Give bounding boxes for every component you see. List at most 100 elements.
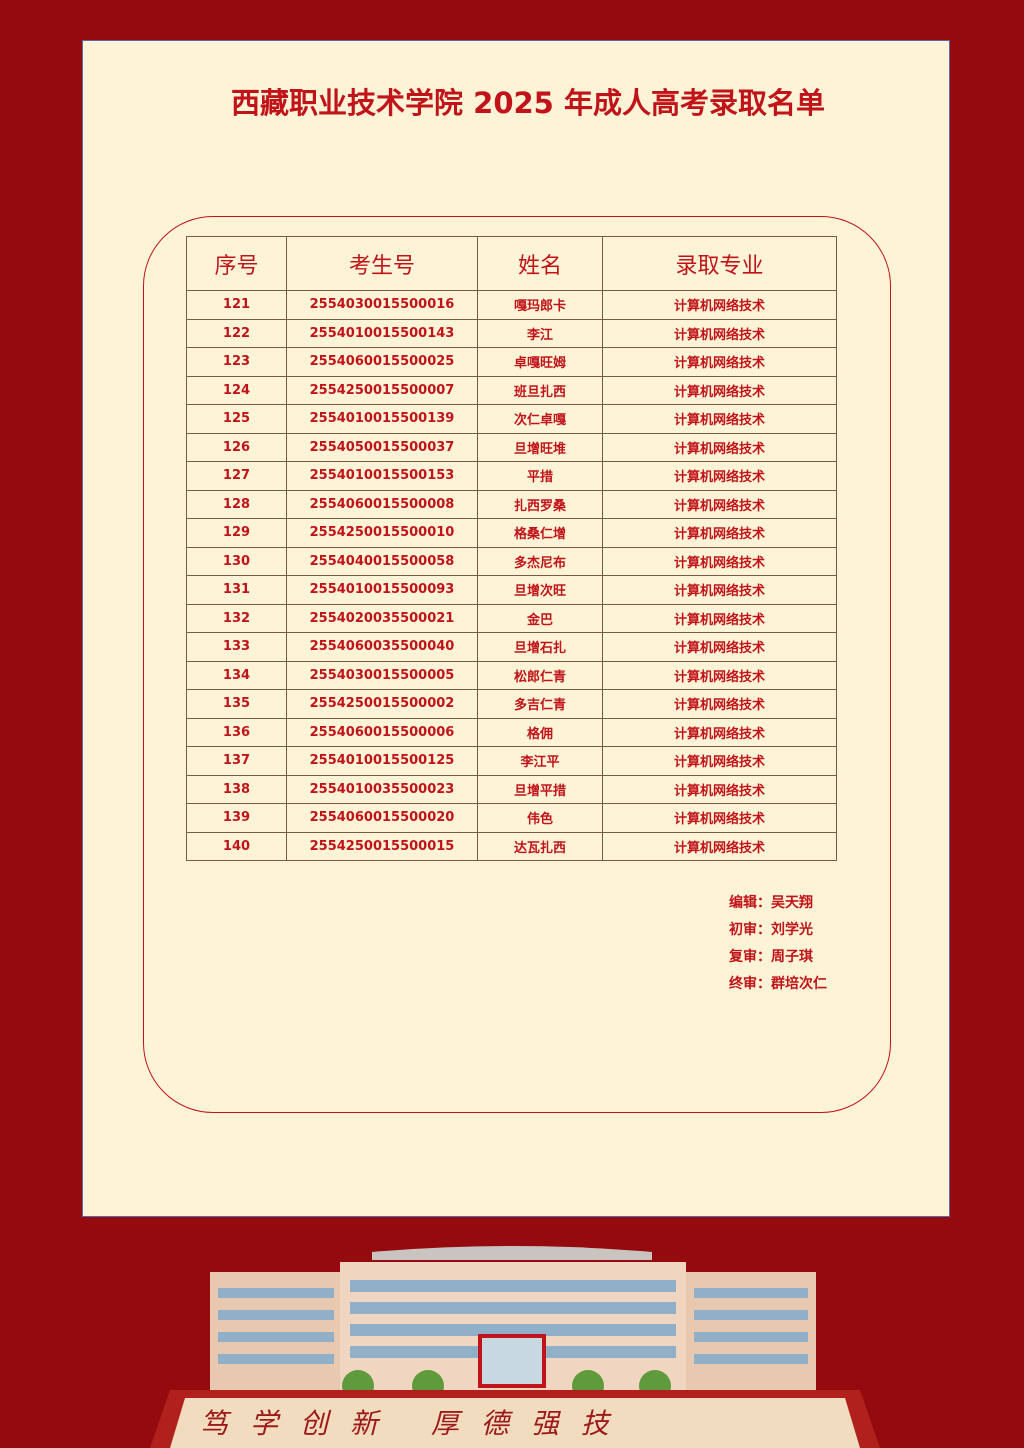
cell-exam-no: 2554010015500125	[286, 746, 478, 776]
table-row: 127 2554010015500153 平措 计算机网络技术	[186, 461, 837, 491]
cell-seq: 128	[186, 489, 287, 519]
cell-major: 计算机网络技术	[602, 717, 837, 747]
cell-name: 多吉仁青	[477, 689, 603, 719]
cell-seq: 136	[186, 717, 287, 747]
cell-name: 旦增石扎	[477, 632, 603, 662]
cell-exam-no: 2554250015500002	[286, 689, 478, 719]
cell-major: 计算机网络技术	[602, 831, 837, 861]
cell-name: 平措	[477, 461, 603, 491]
cell-name: 班旦扎西	[477, 375, 603, 405]
cell-major: 计算机网络技术	[602, 318, 837, 348]
cell-major: 计算机网络技术	[602, 575, 837, 605]
cell-name: 嘎玛郎卡	[477, 290, 603, 320]
header-exam-no: 考生号	[286, 236, 478, 291]
cell-name: 格桑仁增	[477, 518, 603, 548]
cell-name: 松郎仁青	[477, 660, 603, 690]
table-row: 132 2554020035500021 金巴 计算机网络技术	[186, 603, 837, 633]
cell-exam-no: 2554040015500058	[286, 546, 478, 576]
table-row: 137 2554010015500125 李江平 计算机网络技术	[186, 746, 837, 776]
cell-seq: 126	[186, 432, 287, 462]
cell-seq: 134	[186, 660, 287, 690]
cell-seq: 124	[186, 375, 287, 405]
slogan-banner: 笃学创新 厚德强技	[200, 1407, 631, 1440]
signature-final-review: 终审：群培次仁	[729, 976, 827, 992]
cell-name: 伟色	[477, 803, 603, 833]
table-row: 131 2554010015500093 旦增次旺 计算机网络技术	[186, 575, 837, 605]
cell-major: 计算机网络技术	[602, 774, 837, 804]
header-name: 姓名	[477, 236, 603, 291]
cell-major: 计算机网络技术	[602, 518, 837, 548]
cell-name: 扎西罗桑	[477, 489, 603, 519]
cell-seq: 137	[186, 746, 287, 776]
cell-major: 计算机网络技术	[602, 489, 837, 519]
cell-name: 达瓦扎西	[477, 831, 603, 861]
cell-major: 计算机网络技术	[602, 404, 837, 434]
table-header-row: 序号 考生号 姓名 录取专业	[186, 236, 837, 291]
table-row: 130 2554040015500058 多杰尼布 计算机网络技术	[186, 546, 837, 576]
cell-exam-no: 2554010015500093	[286, 575, 478, 605]
cell-major: 计算机网络技术	[602, 603, 837, 633]
table-row: 133 2554060035500040 旦增石扎 计算机网络技术	[186, 632, 837, 662]
cell-seq: 122	[186, 318, 287, 348]
rounded-frame	[143, 216, 891, 1113]
cell-major: 计算机网络技术	[602, 689, 837, 719]
cell-name: 旦增次旺	[477, 575, 603, 605]
cell-name: 金巴	[477, 603, 603, 633]
cell-name: 旦增平措	[477, 774, 603, 804]
cell-seq: 135	[186, 689, 287, 719]
cell-exam-no: 2554250015500015	[286, 831, 478, 861]
cell-major: 计算机网络技术	[602, 347, 837, 377]
cell-name: 次仁卓嘎	[477, 404, 603, 434]
table-row: 122 2554010015500143 李江 计算机网络技术	[186, 318, 837, 348]
cell-exam-no: 2554250015500007	[286, 375, 478, 405]
table-row: 124 2554250015500007 班旦扎西 计算机网络技术	[186, 375, 837, 405]
cell-major: 计算机网络技术	[602, 546, 837, 576]
table-row: 128 2554060015500008 扎西罗桑 计算机网络技术	[186, 489, 837, 519]
cell-exam-no: 2554250015500010	[286, 518, 478, 548]
table-row: 136 2554060015500006 格佣 计算机网络技术	[186, 717, 837, 747]
cell-exam-no: 2554020035500021	[286, 603, 478, 633]
cell-exam-no: 2554050015500037	[286, 432, 478, 462]
cell-major: 计算机网络技术	[602, 461, 837, 491]
cell-exam-no: 2554060015500006	[286, 717, 478, 747]
cell-major: 计算机网络技术	[602, 432, 837, 462]
cell-major: 计算机网络技术	[602, 746, 837, 776]
signature-second-review: 复审：周子琪	[729, 949, 813, 965]
cell-exam-no: 2554010015500143	[286, 318, 478, 348]
table-row: 126 2554050015500037 旦增旺堆 计算机网络技术	[186, 432, 837, 462]
header-major: 录取专业	[602, 236, 837, 291]
cell-seq: 138	[186, 774, 287, 804]
cell-major: 计算机网络技术	[602, 290, 837, 320]
signatures: 编辑：吴天翔 初审：刘学光 复审：周子琪 终审：群培次仁	[729, 890, 827, 998]
cell-seq: 125	[186, 404, 287, 434]
cell-seq: 129	[186, 518, 287, 548]
table-row: 125 2554010015500139 次仁卓嘎 计算机网络技术	[186, 404, 837, 434]
cell-seq: 131	[186, 575, 287, 605]
cell-seq: 140	[186, 831, 287, 861]
cell-seq: 139	[186, 803, 287, 833]
cell-exam-no: 2554010035500023	[286, 774, 478, 804]
table-row: 139 2554060015500020 伟色 计算机网络技术	[186, 803, 837, 833]
cell-exam-no: 2554030015500005	[286, 660, 478, 690]
cell-seq: 130	[186, 546, 287, 576]
cell-exam-no: 2554010015500139	[286, 404, 478, 434]
cell-exam-no: 2554060035500040	[286, 632, 478, 662]
cell-name: 格佣	[477, 717, 603, 747]
cell-seq: 123	[186, 347, 287, 377]
cell-major: 计算机网络技术	[602, 660, 837, 690]
cell-name: 卓嘎旺姆	[477, 347, 603, 377]
table-row: 134 2554030015500005 松郎仁青 计算机网络技术	[186, 660, 837, 690]
table-row: 135 2554250015500002 多吉仁青 计算机网络技术	[186, 689, 837, 719]
cell-major: 计算机网络技术	[602, 375, 837, 405]
cell-name: 旦增旺堆	[477, 432, 603, 462]
cell-seq: 133	[186, 632, 287, 662]
table-row: 121 2554030015500016 嘎玛郎卡 计算机网络技术	[186, 290, 837, 320]
cell-exam-no: 2554030015500016	[286, 290, 478, 320]
cell-exam-no: 2554060015500020	[286, 803, 478, 833]
cell-major: 计算机网络技术	[602, 803, 837, 833]
cell-seq: 132	[186, 603, 287, 633]
cell-seq: 127	[186, 461, 287, 491]
cell-major: 计算机网络技术	[602, 632, 837, 662]
cell-exam-no: 2554060015500008	[286, 489, 478, 519]
table-row: 140 2554250015500015 达瓦扎西 计算机网络技术	[186, 831, 837, 861]
